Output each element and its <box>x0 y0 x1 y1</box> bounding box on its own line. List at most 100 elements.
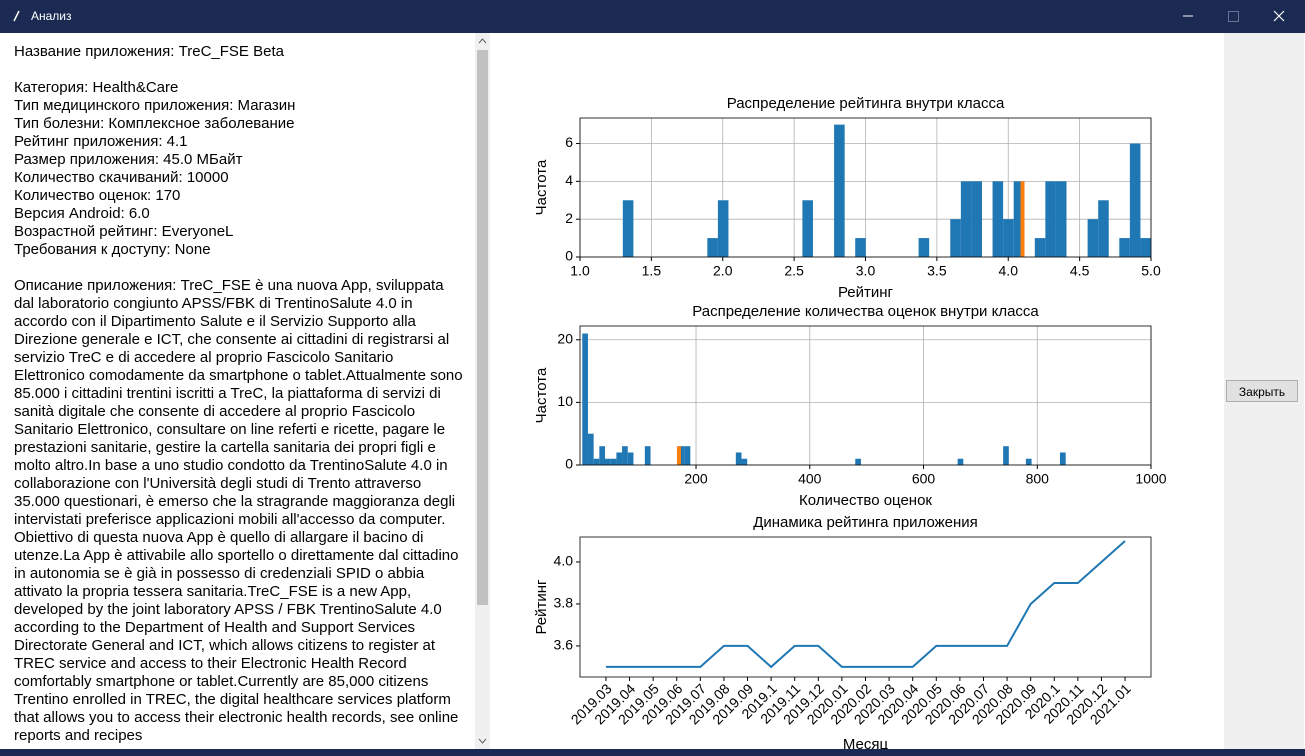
y-tick-label: 3.6 <box>554 637 574 653</box>
bar <box>1060 452 1066 465</box>
scroll-thumb[interactable] <box>477 50 488 605</box>
detail-line: Количество оценок: 170 <box>14 187 181 204</box>
scrollbar[interactable] <box>475 33 490 749</box>
highlight-bar <box>1020 181 1025 257</box>
y-tick-label: 0 <box>565 248 573 264</box>
bar <box>707 238 718 257</box>
y-tick-label: 0 <box>565 456 573 472</box>
bar <box>918 238 930 257</box>
app-icon <box>13 10 20 22</box>
bar <box>1129 143 1141 257</box>
bar <box>735 452 742 465</box>
bar <box>1013 181 1025 257</box>
bar <box>1140 238 1151 257</box>
bar <box>644 446 651 465</box>
bar <box>1003 219 1014 257</box>
x-tick-label: 1.0 <box>570 263 590 279</box>
title-bar: Анализ <box>0 0 1305 33</box>
bar <box>992 181 1004 257</box>
x-tick-label: 800 <box>1026 471 1050 487</box>
close-window-button[interactable] <box>1273 10 1285 22</box>
scroll-up[interactable] <box>478 38 487 44</box>
bar <box>587 433 594 465</box>
bar <box>855 238 866 257</box>
x-tick-label: 2.5 <box>784 263 804 279</box>
bar <box>971 181 982 257</box>
highlight-bar <box>676 446 681 465</box>
bar <box>717 200 729 257</box>
scroll-down[interactable] <box>478 738 487 744</box>
x-axis-label: Количество оценок <box>799 492 932 509</box>
line <box>605 540 1126 669</box>
bar <box>834 124 845 257</box>
detail-line: Размер приложения: 45.0 МБайт <box>14 151 243 168</box>
bar <box>1034 238 1046 257</box>
x-tick-label: 1.5 <box>642 263 662 279</box>
bar <box>1055 181 1067 257</box>
y-tick-label: 6 <box>565 134 573 150</box>
close-button[interactable]: Закрыть <box>1226 380 1298 402</box>
detail-line: Возрастной рейтинг: EveryoneL <box>14 223 234 240</box>
bar <box>582 333 588 465</box>
y-tick-label: 3.8 <box>554 595 574 611</box>
bar <box>802 200 813 257</box>
detail-line: Тип болезни: Комплексное заболевание <box>14 115 295 132</box>
bar <box>855 458 861 465</box>
y-tick-label: 2 <box>565 210 573 226</box>
x-axis-label: Рейтинг <box>838 284 894 301</box>
maximize-button[interactable] <box>1228 11 1239 22</box>
bar <box>960 181 972 257</box>
app-name: Название приложения: TreC_FSE Beta <box>14 43 284 60</box>
bar <box>957 458 964 465</box>
bar <box>1045 181 1056 257</box>
x-tick-label: 3.0 <box>856 263 876 279</box>
y-axis-label: Рейтинг <box>533 579 550 635</box>
axes-frame <box>579 536 1152 678</box>
x-tick-label: 4.5 <box>1070 263 1090 279</box>
bar <box>1025 458 1032 465</box>
chart-title: Распределение количества оценок внутри к… <box>692 303 1039 320</box>
bar <box>622 446 628 465</box>
window-title: Анализ <box>31 9 72 23</box>
bar <box>1087 219 1099 257</box>
scroll-arrows <box>478 38 487 744</box>
bar <box>1003 446 1009 465</box>
y-tick-label: 4.0 <box>554 553 574 569</box>
charts: Распределение рейтинга внутри класса Рейт… <box>533 95 1167 749</box>
y-axis-label: Частота <box>533 159 550 215</box>
detail-line: Версия Android: 6.0 <box>14 205 150 222</box>
x-tick-label: 2.0 <box>713 263 733 279</box>
bar <box>1119 238 1130 257</box>
axes-frame <box>579 117 1152 258</box>
bar <box>684 446 691 465</box>
x-tick-label: 600 <box>912 471 936 487</box>
window-frame <box>0 749 1305 756</box>
axes-frame <box>579 325 1152 466</box>
y-tick-label: 4 <box>565 172 573 188</box>
title-bar-icons <box>13 10 1285 22</box>
bar <box>610 458 617 465</box>
bar <box>1098 200 1109 257</box>
detail-line: Количество скачиваний: 10000 <box>14 169 229 186</box>
chart-title: Распределение рейтинга внутри класса <box>727 95 1005 112</box>
x-axis-label: Месяц <box>843 736 889 749</box>
y-axis-label: Частота <box>533 367 550 423</box>
bar <box>741 458 748 465</box>
bar <box>593 458 600 465</box>
x-tick-label: 5.0 <box>1141 263 1161 279</box>
y-tick-label: 10 <box>557 393 573 409</box>
bar <box>950 219 961 257</box>
x-tick-label: 4.0 <box>999 263 1019 279</box>
bar <box>622 200 634 257</box>
details: Категория: Health&Care Тип медицинского п… <box>14 79 475 259</box>
description: Описание приложения: TreC_FSE è una nuov… <box>14 277 463 744</box>
bar <box>616 452 623 465</box>
x-tick-label: 3.5 <box>927 263 947 279</box>
detail-line: Категория: Health&Care <box>14 79 179 96</box>
bar <box>599 446 606 465</box>
detail-line: Рейтинг приложения: 4.1 <box>14 133 188 150</box>
info-text: Название приложения: TreC_FSE Beta Катег… <box>1 33 475 749</box>
bar <box>678 446 685 465</box>
x-tick-label: 200 <box>684 471 708 487</box>
